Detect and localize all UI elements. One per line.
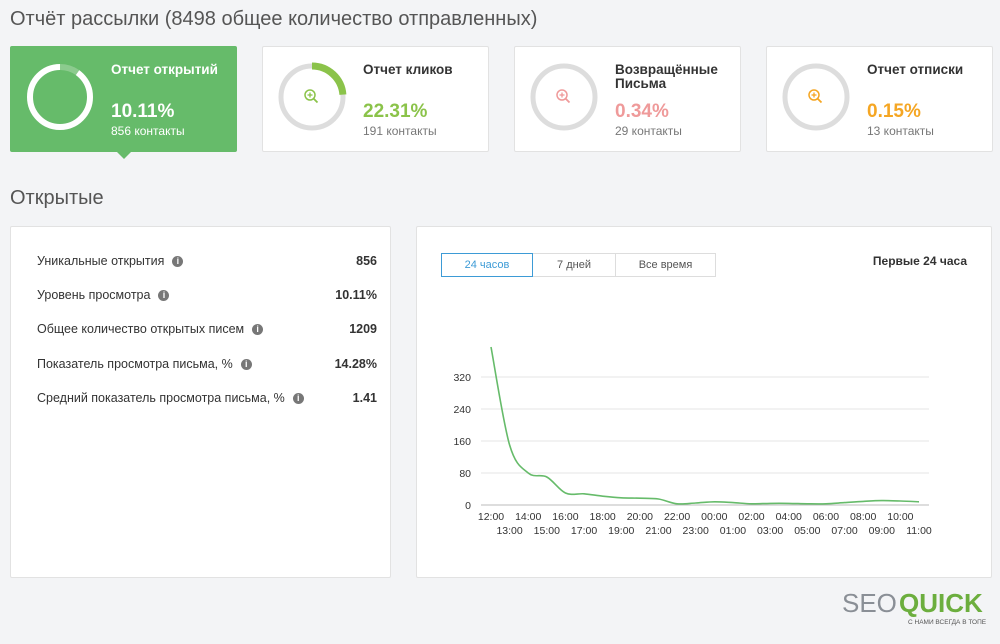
card-percent: 0.15% <box>867 101 921 122</box>
x-tick-label: 19:00 <box>608 525 634 537</box>
info-icon[interactable]: i <box>252 323 264 335</box>
x-tick-label: 00:00 <box>701 511 727 523</box>
y-tick-label: 320 <box>453 372 471 384</box>
x-tick-label: 17:00 <box>571 525 597 537</box>
card-percent: 0.34% <box>615 101 669 122</box>
info-icon[interactable]: i <box>158 289 170 301</box>
x-tick-label: 06:00 <box>813 511 839 523</box>
stat-label: Общее количество открытых писем <box>37 322 245 336</box>
x-tick-label: 23:00 <box>683 525 709 537</box>
stat-label: Средний показатель просмотра письма, % <box>37 391 285 405</box>
x-tick-label: 14:00 <box>515 511 541 523</box>
y-tick-label: 160 <box>453 436 471 448</box>
zoom-in-icon <box>556 89 571 104</box>
section-title: Открытые <box>10 187 104 209</box>
page-title: Отчёт рассылки (8498 общее количество от… <box>10 8 538 30</box>
info-icon[interactable]: i <box>172 255 184 267</box>
zoom-in-icon <box>304 89 319 104</box>
line-chart: 0 80 160 240 320 12:00 14:00 16:00 18:00 20:00 22:… <box>453 346 932 537</box>
x-tick-label: 02:00 <box>738 511 764 523</box>
stat-value: 856 <box>356 254 377 268</box>
info-icon[interactable]: i <box>240 358 252 370</box>
x-tick-label: 15:00 <box>534 525 560 537</box>
x-tick-label: 16:00 <box>552 511 578 523</box>
card-contacts: 13 контакты <box>867 124 934 138</box>
stat-row: Показатель просмотра письма, % i 14.28% <box>37 357 377 373</box>
stat-label: Уникальные открытия <box>37 254 165 268</box>
zoom-in-icon <box>808 89 823 104</box>
x-tick-label: 22:00 <box>664 511 690 523</box>
bounced-ring <box>530 63 598 131</box>
card-contacts: 191 контакты <box>363 124 437 138</box>
x-tick-label: 05:00 <box>794 525 820 537</box>
chart-panel: 24 часов 7 дней Все время Первые 24 часа… <box>416 226 992 578</box>
card-title: Отчет открытий <box>111 62 218 77</box>
tab-24-hours[interactable]: 24 часов <box>441 253 533 277</box>
bounced-report-card[interactable]: Возвращённые Письма 0.34% 29 контакты <box>514 46 741 152</box>
unsubscribe-ring <box>782 63 850 131</box>
card-contacts: 29 контакты <box>615 124 682 138</box>
x-tick-label: 09:00 <box>869 525 895 537</box>
stat-row: Общее количество открытых писем i 1209 <box>37 322 377 338</box>
opens-report-card[interactable]: Отчет открытий 10.11% 856 контакты <box>10 46 237 159</box>
seoquick-logo: SEO QUICK С НАМИ ВСЕГДА В ТОПЕ <box>842 588 987 626</box>
x-tick-label: 10:00 <box>887 511 913 523</box>
stats-panel: Уникальные открытия i 856 Уровень просмот… <box>10 226 391 578</box>
opens-donut-icon <box>27 63 93 130</box>
card-title: Возвращённые Письма <box>615 62 718 91</box>
stat-value: 10.11% <box>335 288 377 302</box>
x-tick-label: 18:00 <box>590 511 616 523</box>
stat-value: 1.41 <box>352 391 377 405</box>
x-tick-label: 13:00 <box>496 525 522 537</box>
stat-value: 1209 <box>349 322 377 336</box>
y-tick-label: 0 <box>465 500 471 512</box>
logo-brand-right: QUICK <box>899 588 983 618</box>
x-tick-label: 03:00 <box>757 525 783 537</box>
info-icon[interactable]: i <box>292 392 304 404</box>
clicks-ring <box>278 62 347 131</box>
x-tick-label: 08:00 <box>850 511 876 523</box>
x-tick-label: 12:00 <box>478 511 504 523</box>
card-title: Отчет отписки <box>867 62 964 77</box>
card-title: Отчет кликов <box>363 62 453 77</box>
tab-all-time[interactable]: Все время <box>615 253 716 277</box>
x-tick-label: 04:00 <box>776 511 802 523</box>
range-label: Первые 24 часа <box>872 254 967 268</box>
card-percent: 22.31% <box>363 101 428 122</box>
unsubscribe-report-card[interactable]: Отчет отписки 0.15% 13 контакты <box>766 46 993 152</box>
x-tick-label: 01:00 <box>720 525 746 537</box>
x-tick-label: 21:00 <box>645 525 671 537</box>
logo-brand-left: SEO <box>842 588 897 618</box>
stat-row: Уникальные открытия i 856 <box>37 254 377 270</box>
y-tick-label: 240 <box>453 404 471 416</box>
x-tick-label: 07:00 <box>831 525 857 537</box>
stat-value: 14.28% <box>334 357 377 371</box>
x-tick-label: 20:00 <box>627 511 653 523</box>
stat-label: Уровень просмотра <box>37 288 151 302</box>
stat-row: Уровень просмотра i 10.11% <box>37 288 377 304</box>
y-tick-label: 80 <box>459 468 471 480</box>
stat-row: Средний показатель просмотра письма, % i … <box>37 391 377 407</box>
card-percent: 10.11% <box>111 101 175 122</box>
logo-tagline: С НАМИ ВСЕГДА В ТОПЕ <box>908 619 987 626</box>
period-tabs: 24 часов 7 дней Все время <box>441 253 716 277</box>
clicks-report-card[interactable]: Отчет кликов 22.31% 191 контакты <box>262 46 489 152</box>
x-tick-label: 11:00 <box>906 525 932 537</box>
stat-label: Показатель просмотра письма, % <box>37 357 233 371</box>
series-line <box>490 346 920 505</box>
card-contacts: 856 контакты <box>111 124 185 138</box>
